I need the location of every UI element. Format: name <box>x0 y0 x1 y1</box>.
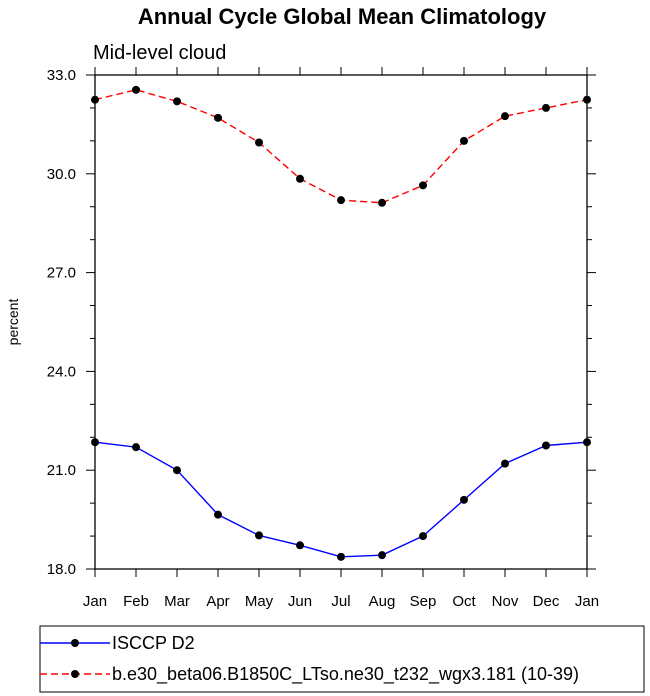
x-tick-label: Apr <box>206 593 229 610</box>
data-point <box>583 438 591 447</box>
data-point <box>542 441 550 450</box>
data-point <box>419 181 427 190</box>
ticks-layer: Jan Feb Mar Apr May Jun Jul Aug Sep Oct Nov Dec Jan 1… <box>47 67 599 610</box>
x-tick-label: Nov <box>492 593 519 610</box>
data-point <box>255 531 263 540</box>
legend-label-2: b.e30_beta06.B1850C_LTso.ne30_t232_wgx3.… <box>112 664 579 685</box>
y-tick-label: 18.0 <box>47 561 76 578</box>
x-tick-label: Mar <box>164 593 190 610</box>
series-layer <box>91 85 591 561</box>
legend-label-1: ISCCP D2 <box>112 633 195 653</box>
data-point <box>214 510 222 519</box>
x-tick-label: Jun <box>288 593 312 610</box>
data-point <box>542 103 550 112</box>
x-tick-label: May <box>245 593 274 610</box>
data-point <box>173 466 181 475</box>
x-tick-label: Feb <box>123 593 149 610</box>
data-point <box>214 113 222 122</box>
y-tick-label: 30.0 <box>47 166 76 183</box>
data-point <box>91 438 99 447</box>
data-point <box>460 495 468 504</box>
y-tick-label: 33.0 <box>47 67 76 84</box>
data-point <box>296 174 304 183</box>
data-point <box>255 138 263 147</box>
data-point <box>173 97 181 106</box>
data-point <box>419 532 427 541</box>
x-tick-label: Jan <box>83 593 107 610</box>
legend-marker-2 <box>71 670 79 678</box>
y-axis-label: percent <box>5 299 21 346</box>
legend: ISCCP D2 b.e30_beta06.B1850C_LTso.ne30_t2… <box>39 625 645 693</box>
y-tick-label: 27.0 <box>47 265 76 282</box>
chart-subtitle: Mid-level cloud <box>93 42 226 64</box>
data-point <box>132 85 140 94</box>
series-line-1 <box>94 441 588 558</box>
data-point <box>583 95 591 104</box>
data-point <box>91 95 99 104</box>
plot-frame <box>94 74 588 570</box>
data-point <box>460 136 468 145</box>
x-tick-label: Oct <box>452 593 476 610</box>
data-point <box>378 198 386 207</box>
data-point <box>337 552 345 561</box>
data-point <box>337 196 345 205</box>
x-tick-label: Jan <box>575 593 599 610</box>
y-tick-label: 24.0 <box>47 363 76 380</box>
x-tick-label: Sep <box>410 593 437 610</box>
chart-title: Annual Cycle Global Mean Climatology <box>138 4 547 29</box>
legend-marker-1 <box>71 639 79 647</box>
data-point <box>501 112 509 121</box>
data-point <box>378 551 386 560</box>
y-tick-label: 21.0 <box>47 462 76 479</box>
data-point <box>501 459 509 468</box>
x-tick-label: Dec <box>533 593 560 610</box>
data-point <box>296 541 304 550</box>
x-tick-label: Aug <box>369 593 396 610</box>
data-point <box>132 443 140 452</box>
x-tick-label: Jul <box>331 593 350 610</box>
legend-box <box>39 625 645 693</box>
series-line-2 <box>94 89 588 204</box>
